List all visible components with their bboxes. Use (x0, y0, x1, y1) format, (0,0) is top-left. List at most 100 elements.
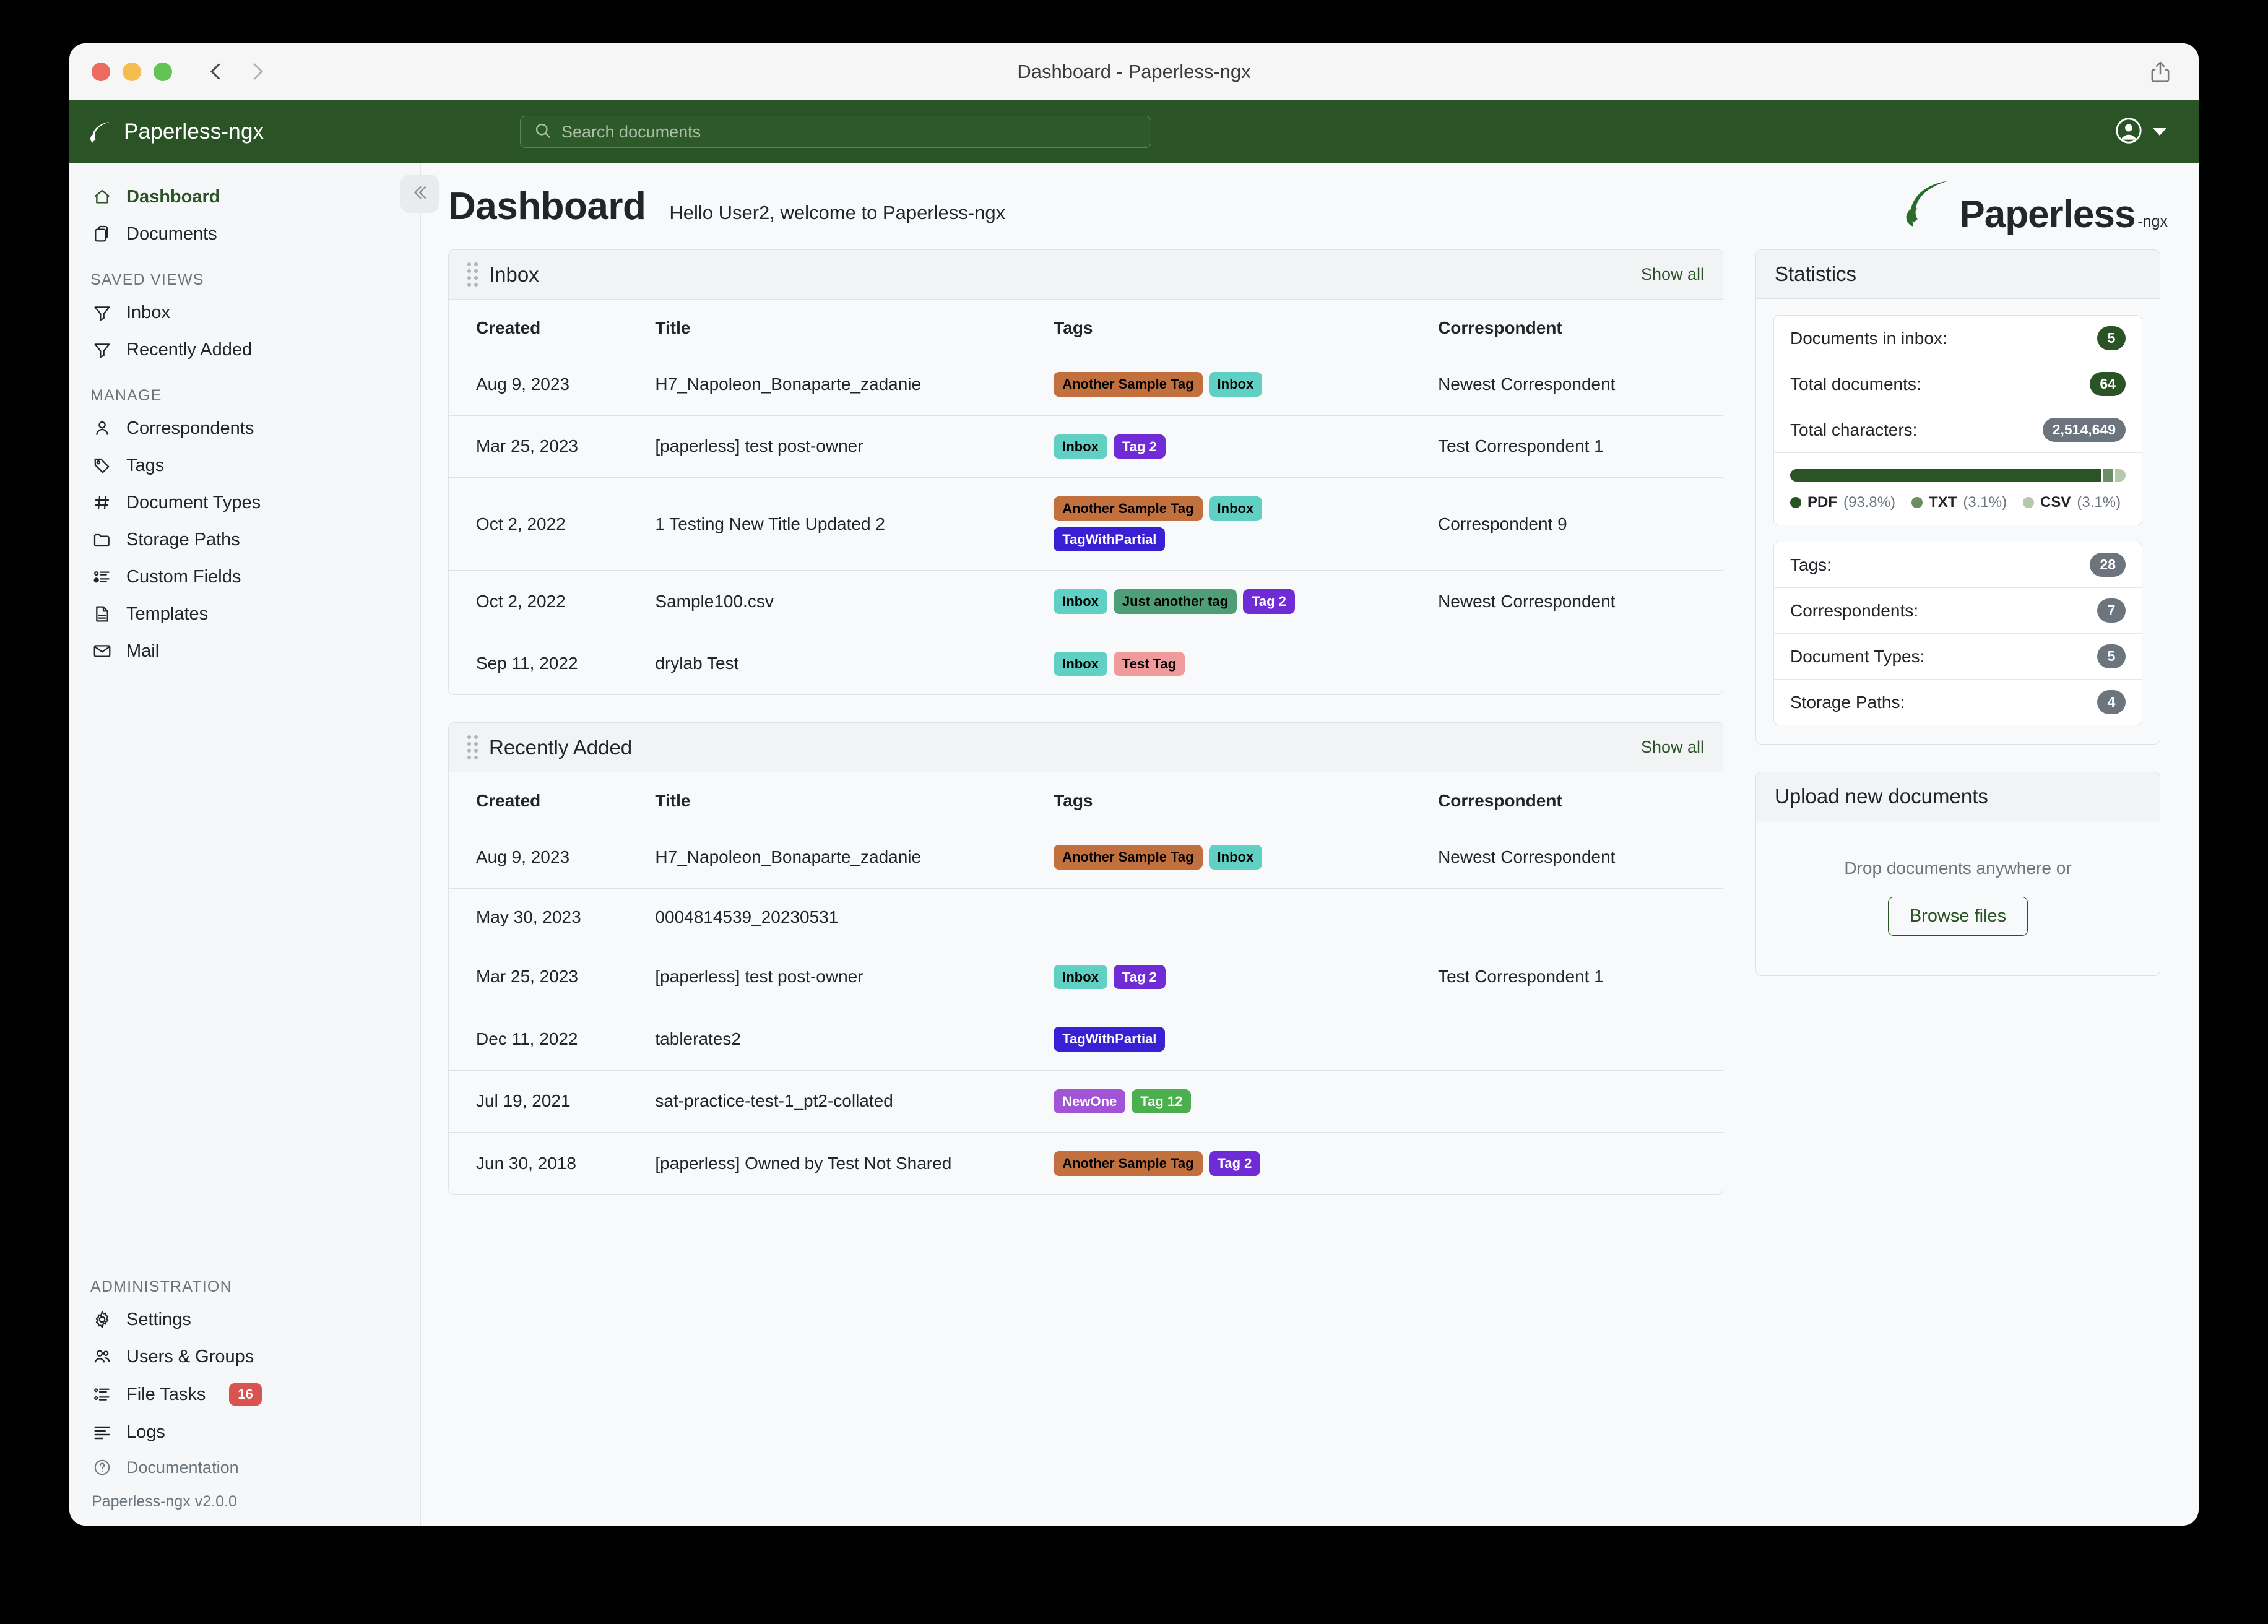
cell-title[interactable]: 1 Testing New Title Updated 2 (655, 477, 1054, 571)
table-row[interactable]: Jun 30, 2018 [paperless] Owned by Test No… (449, 1133, 1723, 1194)
tag-chip[interactable]: Inbox (1054, 434, 1107, 459)
cell-title[interactable]: H7_Napoleon_Bonaparte_zadanie (655, 826, 1054, 889)
tag-chip[interactable]: Inbox (1208, 845, 1263, 870)
sidebar-item-recently-added[interactable]: Recently Added (69, 331, 420, 368)
tag-chip[interactable]: Tag 2 (1113, 964, 1166, 989)
share-icon[interactable] (2149, 61, 2171, 84)
column-header-title: Title (655, 300, 1054, 353)
inbox-table-body: Aug 9, 2023 H7_Napoleon_Bonaparte_zadanie… (449, 353, 1723, 695)
stat-label: Correspondents: (1790, 600, 1919, 620)
table-row[interactable]: Oct 2, 2022 Sample100.csv Inbox Just anothe… (449, 570, 1723, 633)
documentation-label: Documentation (126, 1458, 239, 1477)
table-row[interactable]: Mar 25, 2023 [paperless] test post-owner I… (449, 415, 1723, 478)
table-row[interactable]: Jul 19, 2021 sat-practice-test-1_pt2-coll… (449, 1070, 1723, 1133)
tag-chip[interactable]: TagWithPartial (1054, 1027, 1166, 1052)
sidebar-item-label: Users & Groups (126, 1346, 254, 1367)
sidebar-item-mail[interactable]: Mail (69, 633, 420, 670)
stat-value: 5 (2097, 644, 2126, 668)
sidebar-item-label: Recently Added (126, 339, 253, 360)
caret-down-icon[interactable] (2153, 128, 2166, 136)
tag-chip[interactable]: Tag 2 (1113, 434, 1166, 459)
tag-chip[interactable]: Another Sample Tag (1054, 845, 1203, 870)
table-row[interactable]: Sep 11, 2022 drylab Test Inbox Test Tag (449, 633, 1723, 694)
cell-title[interactable]: drylab Test (655, 654, 739, 673)
search-input[interactable] (561, 122, 1117, 142)
table-row[interactable]: Mar 25, 2023 [paperless] test post-owner I… (449, 946, 1723, 1008)
sidebar-item-documents[interactable]: Documents (69, 215, 420, 253)
brand[interactable]: Paperless-ngx (88, 119, 264, 144)
tag-chip[interactable]: Test Tag (1113, 651, 1185, 676)
sidebar-item-label: Templates (126, 603, 209, 624)
table-row[interactable]: May 30, 2023 0004814539_20230531 (449, 888, 1723, 946)
cell-title[interactable]: 0004814539_20230531 (655, 888, 1054, 946)
cell-title[interactable]: sat-practice-test-1_pt2-collated (655, 1070, 1054, 1133)
sidebar-item-file-tasks[interactable]: File Tasks 16 (69, 1375, 420, 1414)
tag-chip[interactable]: Tag 2 (1243, 589, 1295, 614)
sidebar-section-manage: MANAGE (90, 387, 162, 404)
sidebar-item-tags[interactable]: Tags (69, 447, 420, 484)
stat-row: Storage Paths: 4 (1774, 680, 2142, 725)
tag-chip[interactable]: Just another tag (1113, 589, 1237, 614)
funnel-icon (92, 339, 113, 360)
browse-files-button[interactable]: Browse files (1887, 897, 2028, 936)
tag-chip[interactable]: Inbox (1208, 372, 1263, 397)
show-all-link[interactable]: Show all (1640, 738, 1704, 756)
tag-chip[interactable]: Inbox (1054, 589, 1107, 614)
cell-title[interactable]: H7_Napoleon_Bonaparte_zadanie (655, 353, 1054, 416)
sidebar-item-logs[interactable]: Logs (69, 1414, 420, 1451)
sidebar-item-documentation[interactable]: Documentation (69, 1451, 420, 1484)
cell-title[interactable]: Sample100.csv (655, 570, 1054, 633)
show-all-link[interactable]: Show all (1640, 265, 1704, 283)
tag-chip[interactable]: NewOne (1054, 1089, 1126, 1113)
sidebar-item-templates[interactable]: Templates (69, 595, 420, 633)
table-row[interactable]: Aug 9, 2023 H7_Napoleon_Bonaparte_zadanie… (449, 826, 1723, 889)
drag-grip-icon[interactable] (467, 735, 478, 759)
cell-title[interactable]: [paperless] test post-owner (655, 946, 1054, 1008)
leaf-logo-icon (1901, 176, 1954, 232)
tag-chip[interactable]: Inbox (1054, 651, 1107, 676)
sidebar-item-users-groups[interactable]: Users & Groups (69, 1338, 420, 1375)
file-type-legend: PDF (93.8%) TXT (3.1%) CSV (3.1%) (1790, 494, 2126, 511)
tag-chip[interactable]: Inbox (1054, 964, 1107, 989)
maximize-window-button[interactable] (154, 62, 172, 81)
tag-chip[interactable]: Another Sample Tag (1054, 1151, 1203, 1176)
sidebar-collapse-button[interactable] (400, 175, 439, 213)
tag-chip[interactable]: Tag 2 (1208, 1151, 1261, 1176)
side-column: Statistics Documents in inbox: 5 Total d… (1755, 249, 2160, 1222)
cell-created: Jul 19, 2021 (449, 1070, 656, 1133)
cell-title[interactable]: tablerates2 (655, 1008, 1054, 1071)
tag-chip[interactable]: TagWithPartial (1054, 527, 1166, 551)
close-window-button[interactable] (92, 62, 110, 81)
minimize-window-button[interactable] (123, 62, 141, 81)
cell-title[interactable]: [paperless] test post-owner (655, 415, 1054, 478)
user-circle-icon[interactable] (2114, 116, 2143, 148)
sidebar-item-storage-paths[interactable]: Storage Paths (69, 521, 420, 558)
table-row[interactable]: Aug 9, 2023 H7_Napoleon_Bonaparte_zadanie… (449, 353, 1723, 416)
traffic-lights (92, 62, 172, 81)
stat-row: Document Types: 5 (1774, 634, 2142, 680)
upload-dropzone[interactable]: Drop documents anywhere or Browse files (1756, 821, 2160, 975)
sidebar-item-inbox[interactable]: Inbox (69, 294, 420, 331)
tag-chip[interactable]: Tag 12 (1132, 1089, 1192, 1113)
logo-wordmark: Paperless (1959, 193, 2136, 236)
stat-label: Document Types: (1790, 646, 1925, 666)
sidebar-item-settings[interactable]: Settings (69, 1301, 420, 1338)
file-tasks-badge: 16 (229, 1383, 262, 1406)
user-menu[interactable] (2114, 116, 2166, 148)
sidebar-item-custom-fields[interactable]: Custom Fields (69, 558, 420, 595)
tag-chip[interactable]: Another Sample Tag (1054, 496, 1203, 521)
table-row[interactable]: Oct 2, 2022 1 Testing New Title Updated 2… (449, 477, 1723, 571)
cell-tags: Another Sample Tag Inbox (1054, 826, 1439, 889)
tag-chip[interactable]: Another Sample Tag (1054, 372, 1203, 397)
search-box[interactable] (520, 116, 1151, 148)
tag-icon (92, 455, 113, 476)
tag-chip[interactable]: Inbox (1208, 496, 1263, 521)
sidebar-item-correspondents[interactable]: Correspondents (69, 410, 420, 447)
cell-created: Sep 11, 2022 (476, 654, 578, 673)
sidebar-item-dashboard[interactable]: Dashboard (69, 178, 420, 215)
drag-grip-icon[interactable] (467, 262, 478, 287)
column-header-created: Created (449, 772, 656, 826)
cell-title[interactable]: [paperless] Owned by Test Not Shared (655, 1153, 952, 1173)
table-row[interactable]: Dec 11, 2022 tablerates2 TagWithPartial (449, 1008, 1723, 1071)
sidebar-item-document-types[interactable]: Document Types (69, 484, 420, 521)
